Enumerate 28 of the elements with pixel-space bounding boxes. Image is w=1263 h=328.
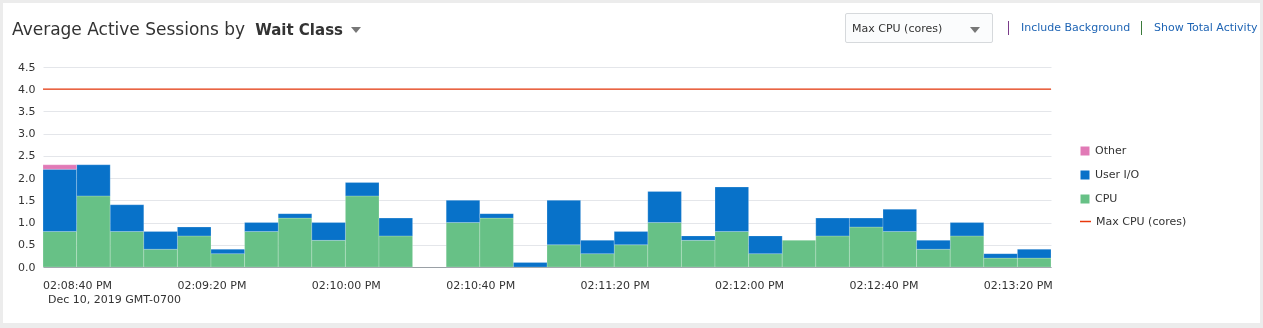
y-tick-label: 1.0	[18, 216, 36, 230]
chart-title: Average Active Sessions by	[12, 19, 246, 39]
legend-label: CPU	[1095, 192, 1118, 205]
x-tick-label: 02:08:40 PM	[43, 278, 113, 292]
x-tick-label: 02:10:00 PM	[311, 278, 381, 292]
legend-label: Other	[1095, 144, 1127, 157]
text: Dec 10, 2019 GMT-0700	[48, 293, 181, 306]
x-tick-label: 02:12:00 PM	[715, 278, 785, 292]
chart-subtitle: Wait Class	[255, 21, 343, 39]
x-tick-label: 02:09:20 PM	[177, 278, 247, 292]
y-tick-label: 1.5	[18, 193, 36, 207]
text: Include Background	[1021, 21, 1131, 34]
y-tick-label: 4.0	[18, 82, 36, 96]
y-tick-label: 2.0	[18, 171, 36, 185]
y-tick-label: 3.5	[18, 104, 36, 118]
text: Max CPU (cores)	[852, 22, 943, 35]
text: Show Total Activity	[1154, 21, 1258, 34]
x-tick-label: 02:10:40 PM	[446, 278, 516, 292]
legend-label: Max CPU (cores)	[1096, 214, 1187, 228]
x-tick-label: 02:11:20 PM	[580, 278, 650, 292]
y-tick-label: 3.0	[18, 127, 36, 141]
y-tick-label: 0.5	[18, 238, 36, 252]
x-tick-label: 02:13:20 PM	[983, 278, 1053, 292]
legend-label: User I/O	[1095, 168, 1140, 181]
y-tick-label: 4.5	[18, 60, 36, 74]
y-tick-label: 2.5	[18, 149, 36, 163]
y-tick-label: 0.0	[18, 260, 36, 274]
x-tick-label: 02:12:40 PM	[849, 278, 919, 292]
